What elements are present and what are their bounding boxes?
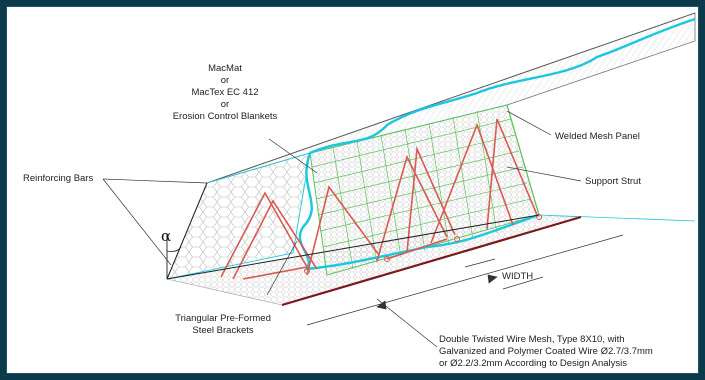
width-dimension	[306, 234, 624, 326]
reinforcing-bar-left	[166, 182, 208, 280]
top-ridge-line	[206, 12, 696, 184]
reinforcing-bar-base	[166, 214, 540, 280]
panel-edge	[506, 104, 540, 216]
width-label: WIDTH	[502, 271, 533, 282]
reinforcing-bars-label: Reinforcing Bars	[23, 173, 93, 184]
alpha-label: α	[161, 227, 171, 245]
welded-mesh-panel	[309, 104, 540, 276]
leader-lines	[102, 110, 582, 348]
svg-text:MacMat: MacMat	[208, 63, 242, 74]
svg-text:Galvanized and Polymer Coated: Galvanized and Polymer Coated Wire Ø2.7/…	[439, 346, 653, 357]
drawing-frame: α MacMat or MacTex EC 412 or Erosion Con…	[6, 6, 699, 374]
svg-text:or: or	[221, 99, 229, 110]
technical-drawing: α MacMat or MacTex EC 412 or Erosion Con…	[23, 12, 696, 369]
bracket-anchor-points	[304, 214, 542, 274]
svg-text:Triangular Pre-Formed: Triangular Pre-Formed	[175, 313, 271, 324]
blanket-label: MacMat or MacTex EC 412 or Erosion Contr…	[173, 63, 278, 122]
svg-text:Double Twisted Wire Mesh, Type: Double Twisted Wire Mesh, Type 8X10, wit…	[439, 334, 625, 345]
svg-text:or Ø2.2/3.2mm According to De: or Ø2.2/3.2mm According to Design Analys…	[439, 358, 627, 369]
svg-text:or: or	[221, 75, 229, 86]
base-right-line	[538, 214, 696, 222]
svg-text:Erosion Control Blankets: Erosion Control Blankets	[173, 111, 278, 122]
welded-mesh-label: Welded Mesh Panel	[555, 131, 640, 142]
svg-text:MacTex EC 412: MacTex EC 412	[191, 87, 258, 98]
double-twisted-label: Double Twisted Wire Mesh, Type 8X10, wit…	[439, 334, 653, 369]
triangular-steel-brackets	[220, 118, 538, 280]
brackets-label: Triangular Pre-Formed Steel Brackets	[175, 313, 271, 336]
toe-line	[281, 215, 582, 307]
support-strut-label: Support Strut	[585, 176, 641, 187]
slope-angle-indicator: α	[161, 227, 182, 279]
svg-text:Steel Brackets: Steel Brackets	[192, 325, 253, 336]
